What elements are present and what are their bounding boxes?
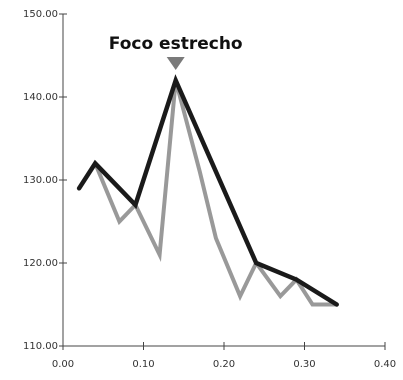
annotation: Foco estrecho (109, 34, 243, 70)
series-layer (76, 74, 339, 307)
x-tick-label: 0.40 (374, 359, 396, 370)
y-tick-label: 120.00 (23, 258, 58, 269)
y-tick-label: 150.00 (23, 9, 58, 20)
x-tick-label: 0.10 (132, 359, 154, 370)
x-tick-label: 0.20 (213, 359, 235, 370)
series-line-gray (93, 79, 339, 307)
y-tick-label: 140.00 (23, 92, 58, 103)
x-tick-label: 0.30 (293, 359, 315, 370)
annotation-label: Foco estrecho (109, 34, 243, 54)
x-tick-label: 0.00 (52, 359, 74, 370)
annotation-marker (166, 57, 185, 70)
ticks: 110.00 120.00 130.00 140.00 150.00 0.00 0.10 0.… (23, 9, 396, 370)
y-tick-label: 110.00 (23, 341, 58, 352)
y-tick-label: 130.00 (23, 175, 58, 186)
series-line-dark (76, 74, 339, 307)
